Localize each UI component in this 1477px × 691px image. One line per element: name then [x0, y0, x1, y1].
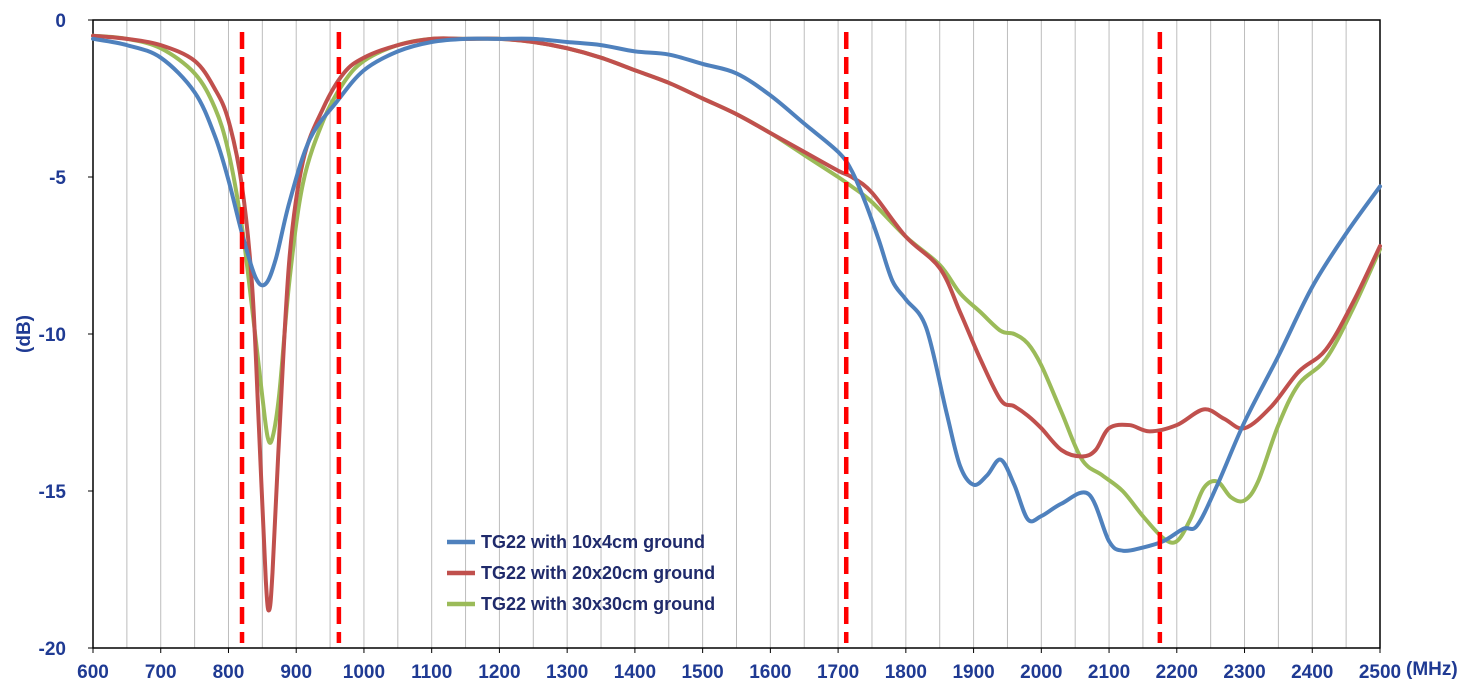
x-tick-label: 1300 [546, 662, 588, 683]
x-tick-label: 1800 [885, 662, 927, 683]
x-tick-label: 900 [280, 662, 312, 683]
x-tick-label: 1500 [681, 662, 723, 683]
x-tick-label: 2000 [1020, 662, 1062, 683]
y-tick-label: 0 [55, 11, 66, 32]
legend: TG22 with 10x4cm ground TG22 with 20x20cm… [447, 532, 715, 614]
x-tick-label: 2400 [1291, 662, 1333, 683]
x-tick-label: 2200 [1156, 662, 1198, 683]
y-tick-label: -15 [39, 482, 67, 503]
x-tick-label: 1000 [343, 662, 385, 683]
x-axis-unit-label: (MHz) [1406, 659, 1458, 680]
x-tick-label: 1900 [952, 662, 994, 683]
x-tick-label: 800 [213, 662, 245, 683]
x-tick-label: 1700 [817, 662, 859, 683]
x-tick-label: 2300 [1223, 662, 1265, 683]
y-tick-label: -5 [49, 168, 66, 189]
y-tick-label: -10 [39, 325, 66, 346]
legend-label: TG22 with 20x20cm ground [481, 563, 715, 583]
y-axis-label: (dB) [14, 315, 35, 353]
x-tick-label: 1200 [478, 662, 520, 683]
x-tick-label: 1100 [411, 662, 452, 683]
x-tick-label: 600 [77, 662, 109, 683]
legend-label: TG22 with 10x4cm ground [481, 532, 705, 552]
y-tick-label: -20 [39, 639, 66, 660]
x-tick-label: 2500 [1359, 662, 1401, 683]
x-tick-label: 1400 [614, 662, 656, 683]
x-tick-label: 700 [145, 662, 177, 683]
legend-label: TG22 with 30x30cm ground [481, 594, 715, 614]
x-tick-label: 1600 [749, 662, 791, 683]
x-tick-label: 2100 [1088, 662, 1130, 683]
